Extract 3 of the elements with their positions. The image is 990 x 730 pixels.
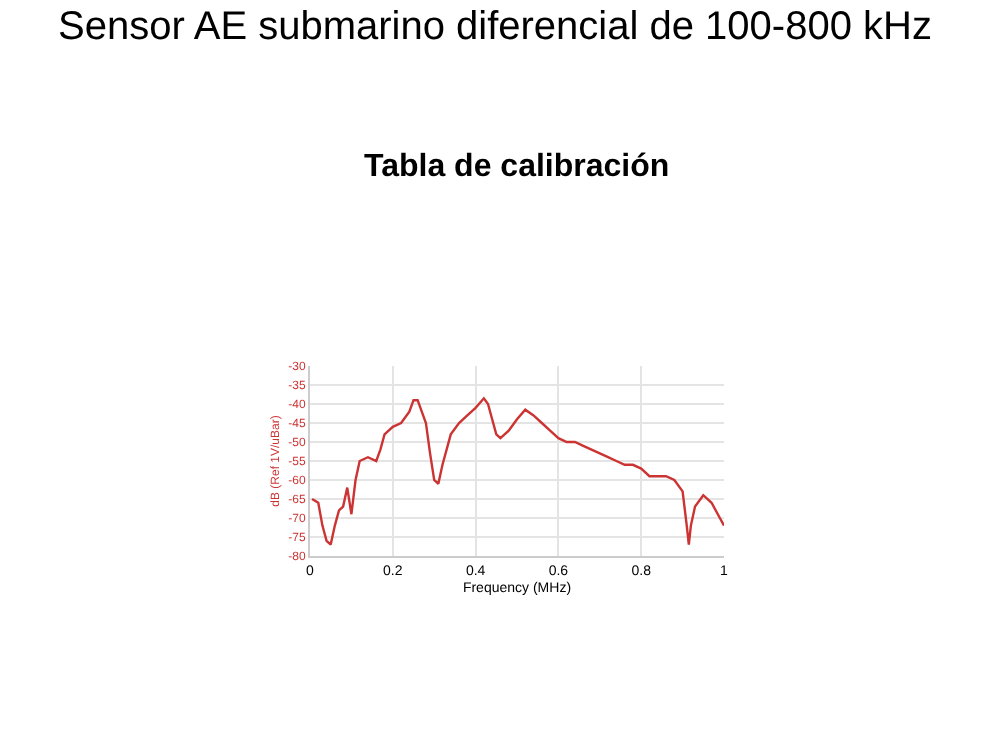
chart-title: Sensor AE submarino diferencial de 100-800 kHz [58,4,932,49]
line-series [310,397,724,546]
chart-subtitle: Tabla de calibración [364,150,670,184]
